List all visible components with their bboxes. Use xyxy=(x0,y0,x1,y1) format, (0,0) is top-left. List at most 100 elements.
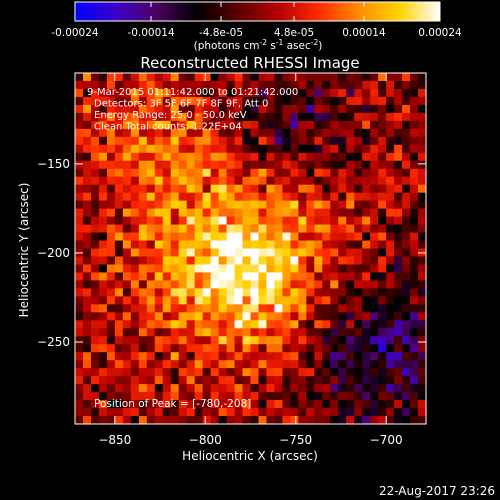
heatmap-cell xyxy=(418,264,426,274)
heatmap-cell xyxy=(234,208,244,218)
heatmap-cell xyxy=(170,384,180,393)
heatmap-cell xyxy=(75,144,84,154)
heatmap-cell xyxy=(378,80,387,90)
heatmap-cell xyxy=(306,104,315,114)
heatmap-cell xyxy=(370,88,379,98)
heatmap-cell xyxy=(130,96,140,106)
heatmap-cell xyxy=(202,240,212,250)
heatmap-cell xyxy=(146,128,156,138)
heatmap-cell xyxy=(330,80,339,90)
heatmap-cell xyxy=(314,360,323,369)
heatmap-cell xyxy=(282,104,291,114)
heatmap-cell xyxy=(146,304,156,313)
heatmap-cell xyxy=(138,136,148,146)
heatmap-cell xyxy=(130,184,140,194)
heatmap-cell xyxy=(218,312,228,321)
heatmap-cell xyxy=(90,200,100,210)
heatmap-cell xyxy=(298,320,307,329)
heatmap-cell xyxy=(178,192,188,202)
heatmap-cell xyxy=(138,400,148,409)
heatmap-cell xyxy=(226,120,236,130)
y-axis-label: Heliocentric Y (arcsec) xyxy=(17,183,31,318)
heatmap-cell xyxy=(138,416,148,424)
heatmap-cell xyxy=(170,352,180,361)
heatmap-cell xyxy=(186,160,196,170)
heatmap-cell xyxy=(370,320,379,329)
heatmap-cell xyxy=(418,400,426,409)
heatmap-cell xyxy=(82,168,92,178)
heatmap-cell xyxy=(298,400,307,409)
heatmap-cell xyxy=(394,248,403,258)
heatmap-cell xyxy=(226,96,236,106)
heatmap-cell xyxy=(354,376,363,385)
heatmap-cell xyxy=(258,200,268,210)
heatmap-cell xyxy=(162,120,172,130)
heatmap-cell xyxy=(210,120,220,130)
heatmap-cell xyxy=(338,88,347,98)
heatmap-cell xyxy=(394,112,403,122)
heatmap-cell xyxy=(154,376,164,385)
heatmap-cell xyxy=(354,200,363,210)
heatmap-cell xyxy=(330,176,339,186)
heatmap-cell xyxy=(122,144,132,154)
heatmap-cell xyxy=(178,216,188,226)
heatmap-cell xyxy=(314,88,323,98)
heatmap-cell xyxy=(178,312,188,321)
heatmap-cell xyxy=(274,400,284,409)
heatmap-cell xyxy=(330,320,339,329)
heatmap-cell xyxy=(114,320,124,329)
heatmap-cell xyxy=(346,400,355,409)
heatmap-cell xyxy=(266,360,276,369)
heatmap-cell xyxy=(250,288,260,297)
heatmap-cell xyxy=(75,216,84,226)
heatmap-cell xyxy=(146,112,156,122)
heatmap-cell xyxy=(75,344,84,353)
heatmap-cell xyxy=(306,216,315,226)
heatmap-cell xyxy=(75,296,84,305)
heatmap-cell xyxy=(290,200,299,210)
heatmap-cell xyxy=(75,376,84,385)
heatmap-cell xyxy=(394,344,403,353)
heatmap-cell xyxy=(194,160,204,170)
heatmap-cell xyxy=(394,96,403,106)
heatmap-cell xyxy=(210,416,220,424)
heatmap-cell xyxy=(378,336,387,345)
heatmap-cell xyxy=(210,152,220,162)
heatmap-cell xyxy=(346,184,355,194)
heatmap-cell xyxy=(186,360,196,369)
heatmap-cell xyxy=(130,152,140,162)
heatmap-cell xyxy=(146,312,156,321)
heatmap-cell xyxy=(250,104,260,114)
heatmap-cell xyxy=(282,208,291,218)
heatmap-cell xyxy=(170,136,180,146)
heatmap-cell xyxy=(386,160,395,170)
heatmap-cell xyxy=(386,192,395,202)
heatmap-cell xyxy=(330,408,339,417)
heatmap-cell xyxy=(130,320,140,329)
heatmap-cell xyxy=(130,168,140,178)
heatmap-cell xyxy=(218,320,228,329)
heatmap-cell xyxy=(306,400,315,409)
heatmap-cell xyxy=(82,192,92,202)
heatmap-cell xyxy=(282,136,291,146)
heatmap-cell xyxy=(138,352,148,361)
heatmap-cell xyxy=(354,104,363,114)
heatmap-cell xyxy=(226,336,236,345)
heatmap-cell xyxy=(162,160,172,170)
heatmap-cell xyxy=(154,352,164,361)
heatmap-cell xyxy=(162,176,172,186)
heatmap-cell xyxy=(362,280,371,289)
heatmap-cell xyxy=(346,248,355,258)
heatmap-cell xyxy=(186,128,196,138)
heatmap-cell xyxy=(194,136,204,146)
heatmap-cell xyxy=(282,344,291,353)
heatmap-cell xyxy=(194,184,204,194)
heatmap-cell xyxy=(186,320,196,329)
heatmap-cell xyxy=(298,216,307,226)
heatmap-cell xyxy=(386,73,395,82)
heatmap-cell xyxy=(146,104,156,114)
heatmap-cell xyxy=(378,264,387,274)
heatmap-cell xyxy=(418,368,426,377)
heatmap-cell xyxy=(218,328,228,337)
heatmap-cell xyxy=(178,184,188,194)
